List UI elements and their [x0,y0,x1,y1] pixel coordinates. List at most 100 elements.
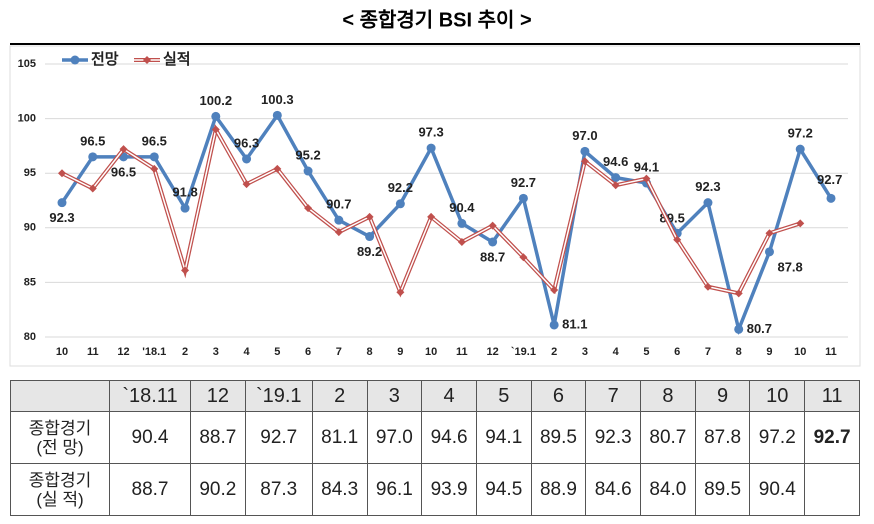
data-cell: 84.3 [311,463,368,516]
x-tick-label: 5 [274,346,280,358]
value-label: 80.7 [747,321,772,336]
chart-frame [9,45,861,367]
data-cell: 87.3 [244,463,313,516]
point [611,181,620,190]
point [304,204,313,213]
point [642,174,651,183]
point [57,198,67,208]
data-cell: 80.7 [640,411,696,464]
value-label: 81.1 [562,316,587,331]
legend-label: 전망 [91,50,119,68]
chart-title: < 종합경기 BSI 추이 > [342,8,531,31]
value-label: 90.7 [326,197,351,212]
point [365,212,374,221]
point [273,164,282,173]
point [580,146,590,156]
data-cell: 87.8 [694,411,751,464]
row-label-line: 종합경기 [28,470,92,490]
row-label: 종합경기 (전 망) [10,411,110,464]
row-label: 종합경기 (실 적) [10,463,110,516]
x-tick-label: 6 [305,346,311,358]
y-tick-label: 105 [18,58,36,70]
value-label: 96.3 [234,135,259,150]
corner-cell [10,380,110,412]
point [365,232,375,242]
x-tick-label: 7 [336,346,342,358]
value-label: 94.1 [634,159,659,174]
series-line [61,123,801,298]
data-cell: 94.6 [421,411,477,464]
header-cell: 7 [585,380,642,412]
x-tick-label: `19.1 [511,346,536,358]
point [703,282,712,291]
x-tick-label: 10 [794,346,806,358]
data-cell: 97.2 [749,411,806,464]
x-tick-label: '18.1 [142,346,166,358]
header-cell: 10 [749,380,806,412]
empty-cell [804,463,860,516]
x-tick-label: 8 [736,346,742,358]
value-label: 100.2 [200,93,233,108]
row-label-line: (실 적) [36,489,84,509]
x-tick-label: 10 [56,346,68,358]
x-tick-label: 11 [825,346,837,358]
point [488,221,497,230]
point [181,266,190,275]
point [395,199,405,209]
x-tick-label: 2 [551,346,557,358]
point [396,288,405,297]
point [242,154,252,164]
y-tick-label: 85 [24,276,36,288]
y-tick-label: 90 [24,222,36,234]
value-label: 92.2 [388,180,413,195]
point [673,235,682,244]
x-tick-label: 11 [456,346,468,358]
value-label: 87.8 [777,259,802,274]
x-tick-label: 3 [582,346,588,358]
point [334,215,344,225]
data-cell: 90.4 [109,411,191,464]
point [765,229,774,238]
header-cell: 4 [421,380,477,412]
value-label: 95.2 [295,147,320,162]
data-cell: 89.5 [694,463,751,516]
x-tick-label: 11 [87,346,99,358]
point [734,324,744,334]
value-label: 90.4 [449,200,475,215]
point [796,219,805,228]
y-tick-label: 80 [24,331,36,343]
x-tick-label: 6 [674,346,680,358]
point [795,144,805,154]
data-cell: 92.3 [585,411,642,464]
x-tick-label: 10 [425,346,437,358]
x-tick-label: 12 [487,346,499,358]
point [119,145,128,154]
data-table: `18.11 12 `19.1 2 3 4 5 6 7 8 9 10 11 종합경기 (전 망) 90.4 8… [10,380,860,516]
y-tick-label: 95 [24,167,36,179]
value-label: 96.5 [80,133,105,148]
legend-marker [143,56,151,64]
value-label: 96.5 [111,164,136,179]
value-label: 92.7 [817,172,842,187]
point [149,152,159,162]
data-cell: 93.9 [421,463,477,516]
point [549,320,559,330]
legend-label: 실적 [163,50,191,68]
header-cell: 2 [311,380,368,412]
value-label: 92.3 [695,179,720,194]
series-line-inner [61,127,801,295]
value-label: 97.2 [788,126,813,141]
y-tick-label: 100 [18,113,36,125]
header-cell: 12 [190,380,246,412]
row-label-line: 종합경기 [28,418,92,438]
header-cell: 11 [804,380,860,412]
point [457,237,466,246]
point [180,203,190,213]
point [518,193,528,203]
point [764,247,774,257]
header-cell: 3 [366,380,423,412]
point [427,212,436,221]
point [150,164,159,173]
